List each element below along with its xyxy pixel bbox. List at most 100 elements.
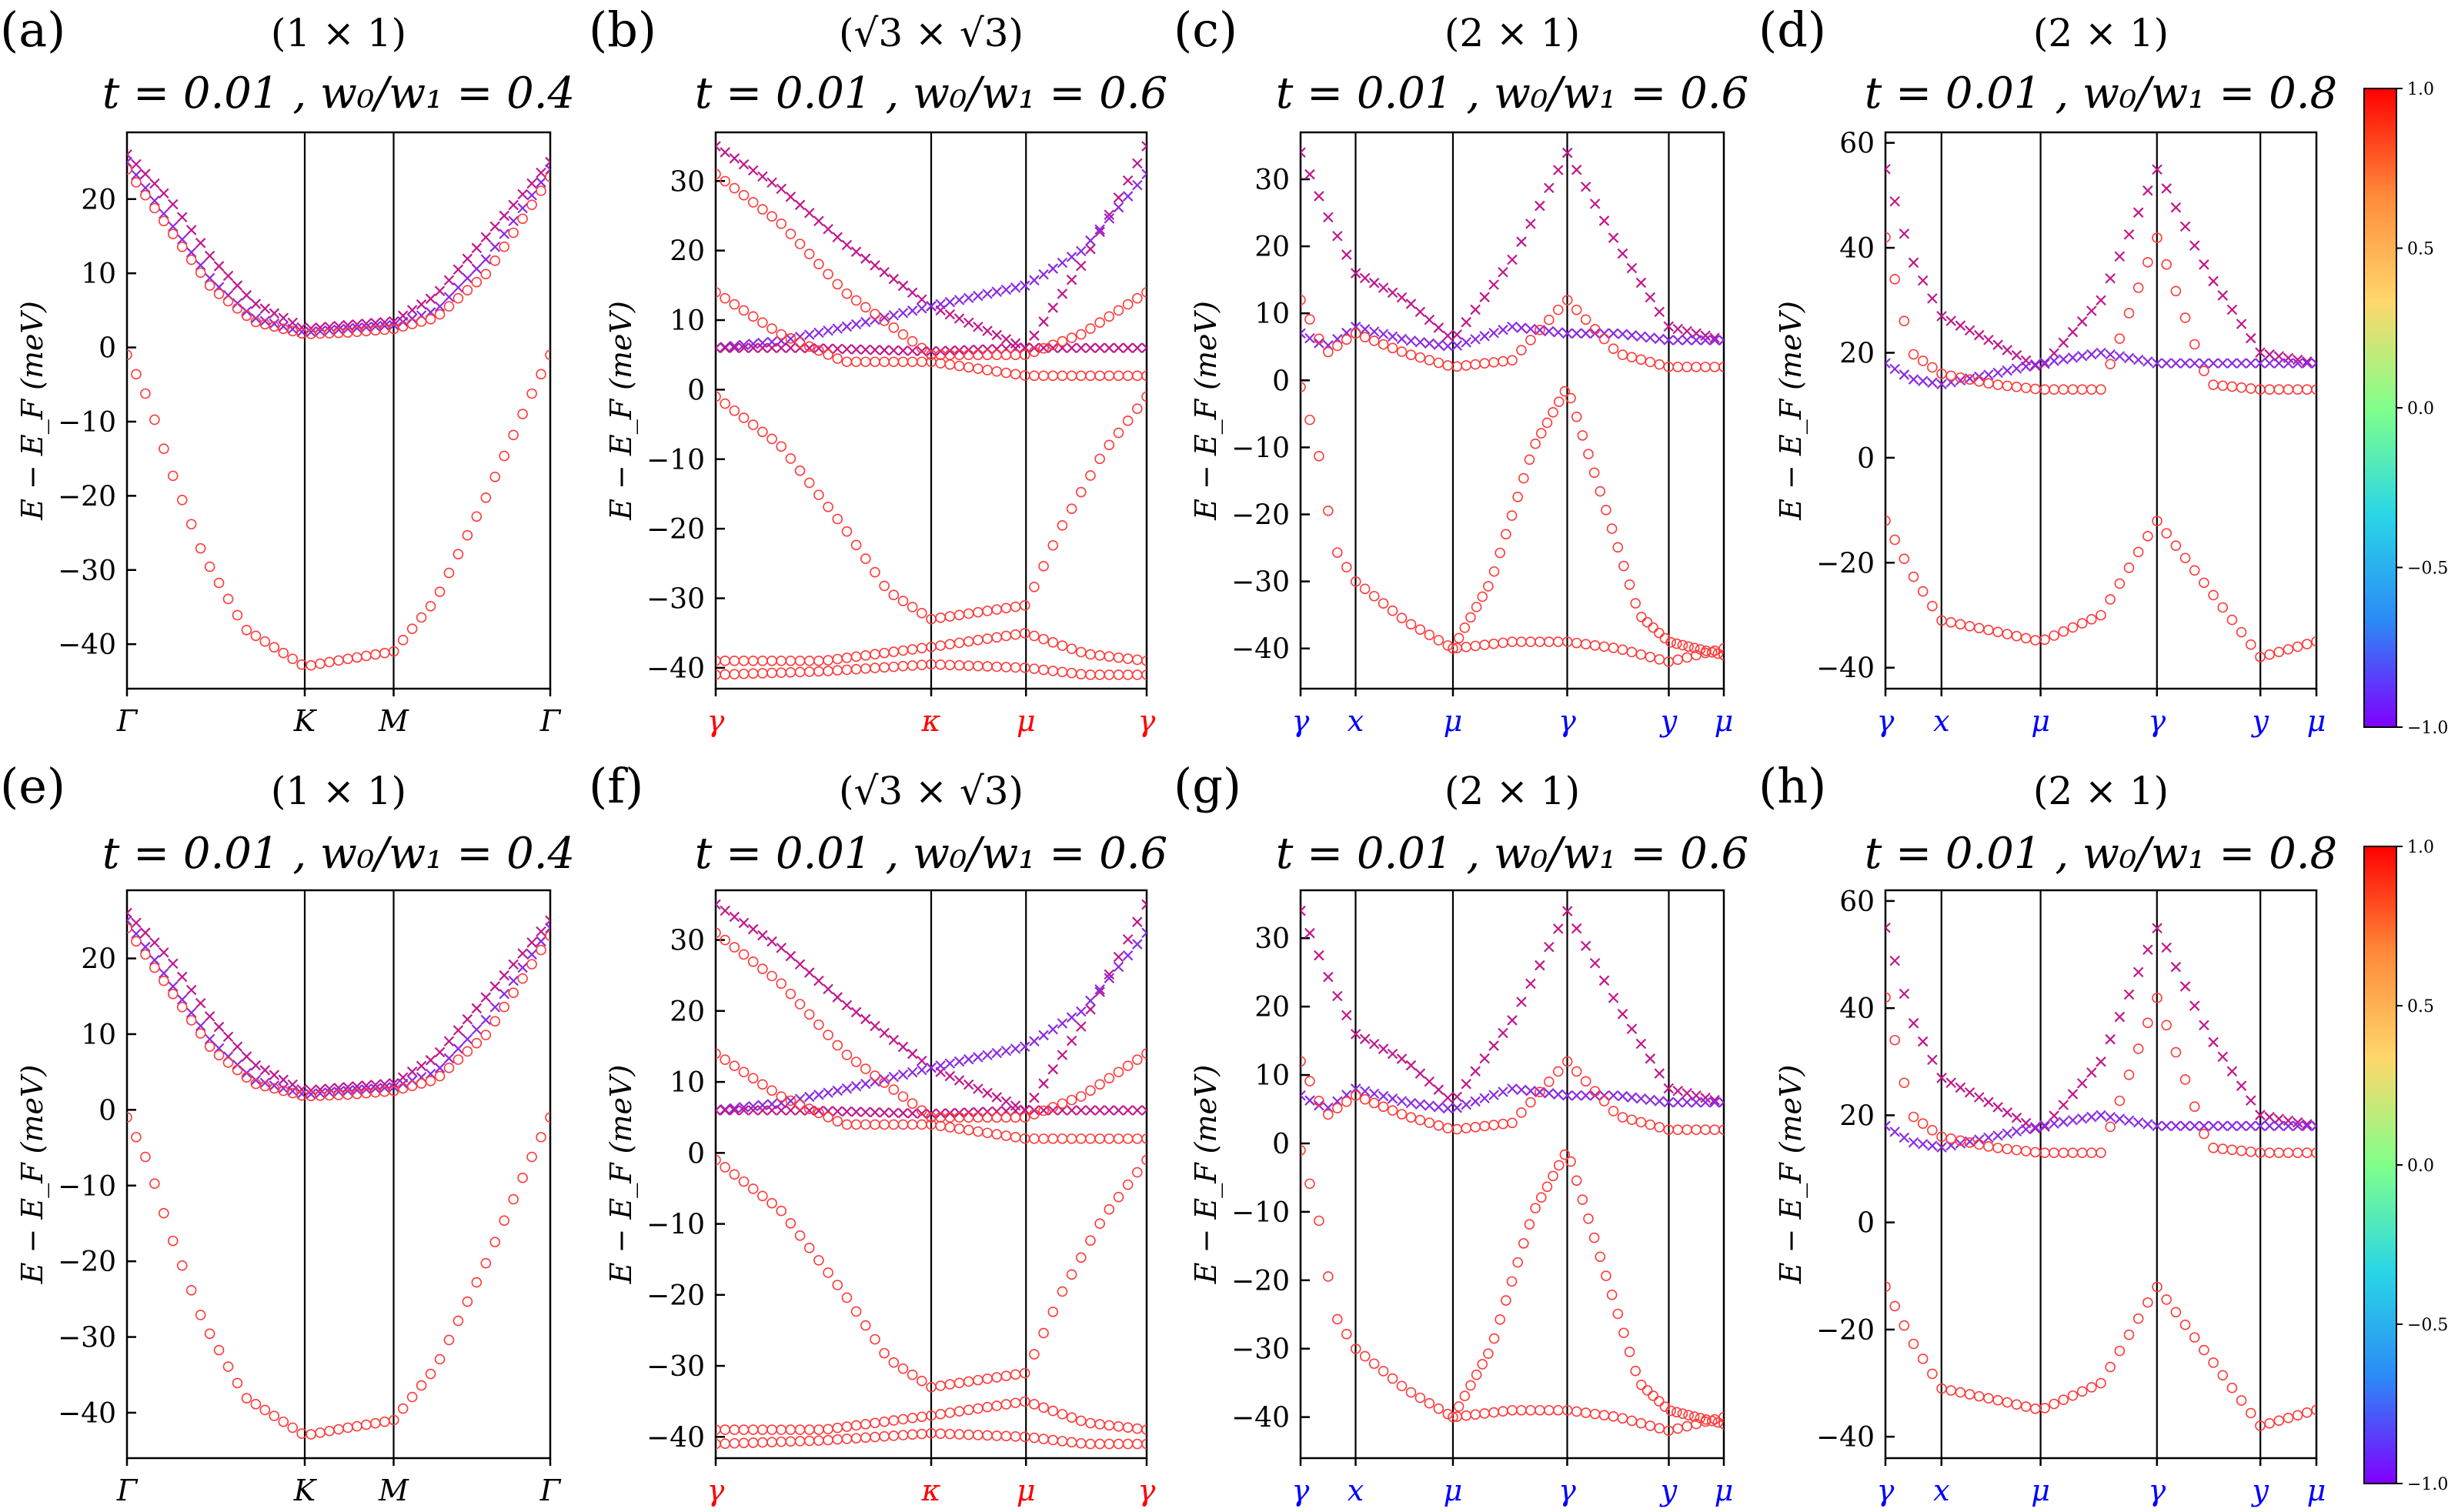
band-point-cross: [1047, 302, 1059, 313]
band-point-circle: [508, 429, 519, 441]
band-point-cross: [1132, 342, 1143, 353]
band-point-cross: [1396, 1053, 1408, 1064]
band-point-circle: [794, 1099, 806, 1110]
band-point-circle: [1368, 1358, 1380, 1370]
band-point-circle: [729, 182, 740, 194]
band-point-circle: [841, 1050, 853, 1060]
band-point-circle: [1677, 639, 1688, 651]
band-point-circle: [776, 1205, 787, 1217]
band-point-circle: [1029, 346, 1040, 358]
band-point-cross: [2179, 1120, 2191, 1132]
x-tick-label: μ: [1715, 704, 1734, 738]
band-point-circle: [1917, 586, 1929, 597]
band-point-cross: [508, 215, 519, 227]
band-point-cross: [1141, 342, 1147, 353]
band-point-circle: [747, 197, 759, 208]
band-point-cross: [204, 250, 215, 262]
band-point-circle: [2311, 636, 2316, 647]
band-point-cross: [370, 1083, 381, 1094]
x-tick-label: γ: [1138, 704, 1156, 738]
band-point-circle: [1141, 656, 1147, 666]
band-point-circle: [1718, 649, 1724, 661]
band-point-circle: [1350, 1343, 1361, 1354]
band-point-circle: [729, 299, 740, 310]
band-point-cross: [1571, 164, 1582, 175]
band-point-cross: [1598, 975, 1610, 986]
band-point-circle: [195, 1310, 206, 1320]
band-point-cross: [1396, 1096, 1408, 1106]
band-point-circle: [1350, 576, 1361, 587]
band-point-cross: [489, 221, 501, 232]
band-point-cross: [879, 345, 890, 355]
x-tick-label: γ: [1558, 1474, 1576, 1507]
band-point-cross: [2208, 358, 2219, 369]
band-point-circle: [1332, 1313, 1343, 1325]
band-point-circle: [1029, 581, 1040, 592]
band-point-cross: [2114, 1113, 2126, 1124]
colorbar-gradient: [2363, 88, 2397, 728]
band-point-circle: [1495, 547, 1506, 559]
band-point-cross: [1038, 316, 1049, 327]
band-point-cross: [1672, 1096, 1683, 1108]
band-point-cross: [1479, 1053, 1490, 1064]
band-point-cross: [747, 339, 759, 349]
band-point-cross: [1945, 315, 1956, 326]
band-point-cross: [1132, 916, 1143, 927]
band-point-cross: [222, 270, 234, 282]
band-point-cross: [1314, 191, 1324, 202]
band-point-cross: [2086, 1067, 2097, 1078]
band-point-circle: [785, 988, 797, 1000]
band-point-cross: [1387, 287, 1398, 299]
band-point-cross: [1066, 342, 1077, 353]
band-point-circle: [1459, 1390, 1471, 1401]
band-point-cross: [2246, 332, 2256, 344]
band-point-cross: [841, 239, 853, 251]
band-point-cross: [2236, 358, 2247, 369]
band-point-cross: [747, 923, 759, 935]
band-point-circle: [1038, 633, 1049, 645]
band-point-circle: [1132, 403, 1143, 414]
x-tick-label: μ: [1444, 704, 1463, 738]
band-point-circle: [2123, 1329, 2135, 1340]
panel-cell-title: (2 × 1): [1444, 11, 1580, 55]
band-point-cross: [1057, 257, 1068, 269]
band-point-cross: [1635, 277, 1647, 289]
band-point-circle: [1019, 599, 1030, 611]
band-point-circle: [1075, 486, 1087, 498]
band-point-circle: [1706, 1415, 1718, 1427]
band-point-cross: [897, 280, 909, 292]
band-point-cross: [1019, 1041, 1030, 1053]
y-tick-label: 20: [1254, 992, 1290, 1023]
y-tick-label: −40: [1231, 634, 1290, 666]
band-point-circle: [1332, 340, 1343, 352]
band-point-circle: [917, 607, 927, 619]
band-point-cross: [1368, 1088, 1380, 1100]
band-point-cross: [508, 199, 519, 211]
band-point-circle: [545, 172, 550, 182]
band-point-circle: [1122, 1060, 1134, 1072]
band-point-circle: [232, 303, 243, 314]
band-point-cross: [306, 326, 316, 338]
band-point-cross: [1396, 292, 1408, 303]
band-point-cross: [2039, 1120, 2050, 1131]
band-point-cross: [1094, 226, 1105, 238]
panel-cell-title: (2 × 1): [1444, 769, 1580, 813]
panel-e: (e) (1 × 1)t = 0.01 , w₀/w₁ = 0.420100−10…: [0, 758, 575, 1507]
band-point-circle: [127, 349, 132, 360]
band-point-circle: [2114, 578, 2126, 589]
band-point-circle: [526, 388, 537, 399]
band-point-cross: [315, 325, 326, 337]
band-point-cross: [1498, 324, 1508, 335]
band-point-circle: [2170, 1307, 2182, 1318]
band-point-circle: [1433, 357, 1444, 369]
band-point-circle: [425, 314, 436, 325]
band-point-circle: [453, 292, 464, 304]
band-point-cross: [241, 1051, 252, 1062]
band-point-circle: [232, 1064, 243, 1076]
band-point-circle: [1624, 579, 1635, 590]
band-point-cross: [1700, 330, 1711, 341]
band-point-cross: [1718, 1096, 1724, 1108]
band-point-circle: [1304, 1076, 1315, 1086]
band-point-cross: [1983, 334, 1994, 345]
band-point-cross: [813, 975, 824, 986]
